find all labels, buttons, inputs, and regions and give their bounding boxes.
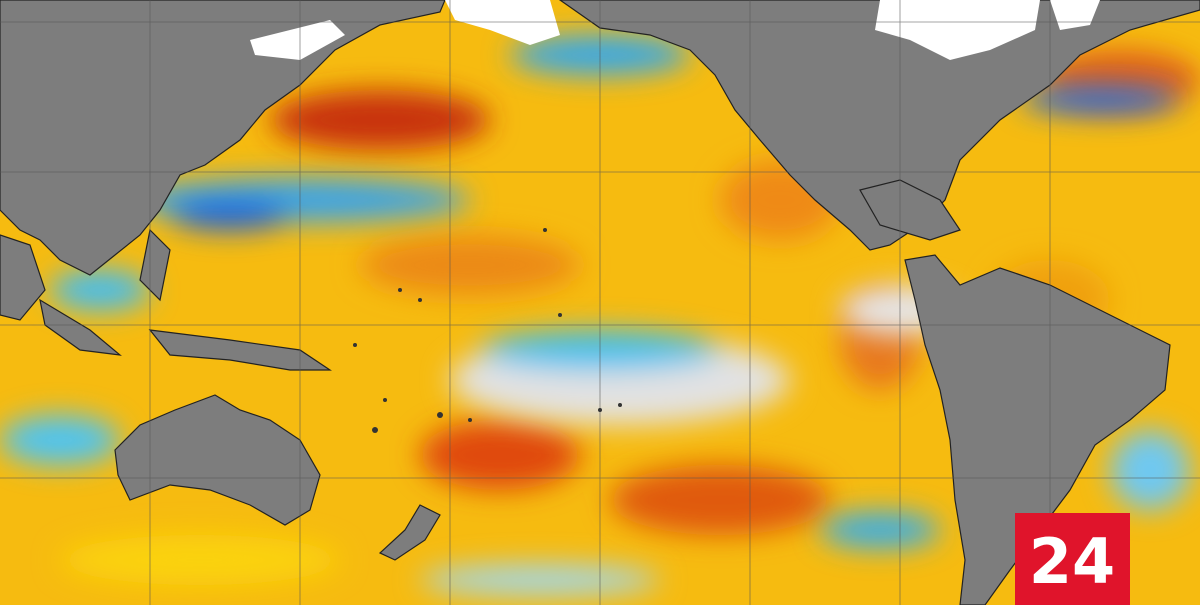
indonesia — [148, 329, 332, 371]
philippines — [139, 228, 171, 302]
south-america — [904, 254, 1171, 605]
north-america — [558, 0, 1200, 251]
logo-background — [1015, 513, 1130, 605]
new-zealand — [378, 504, 441, 561]
pacific-islands — [353, 228, 622, 433]
asia — [0, 0, 446, 276]
south-asia — [0, 234, 46, 321]
logo: 24 — [1015, 513, 1130, 605]
sea-ice — [250, 0, 1100, 60]
logo-text: 24 — [1029, 525, 1115, 598]
